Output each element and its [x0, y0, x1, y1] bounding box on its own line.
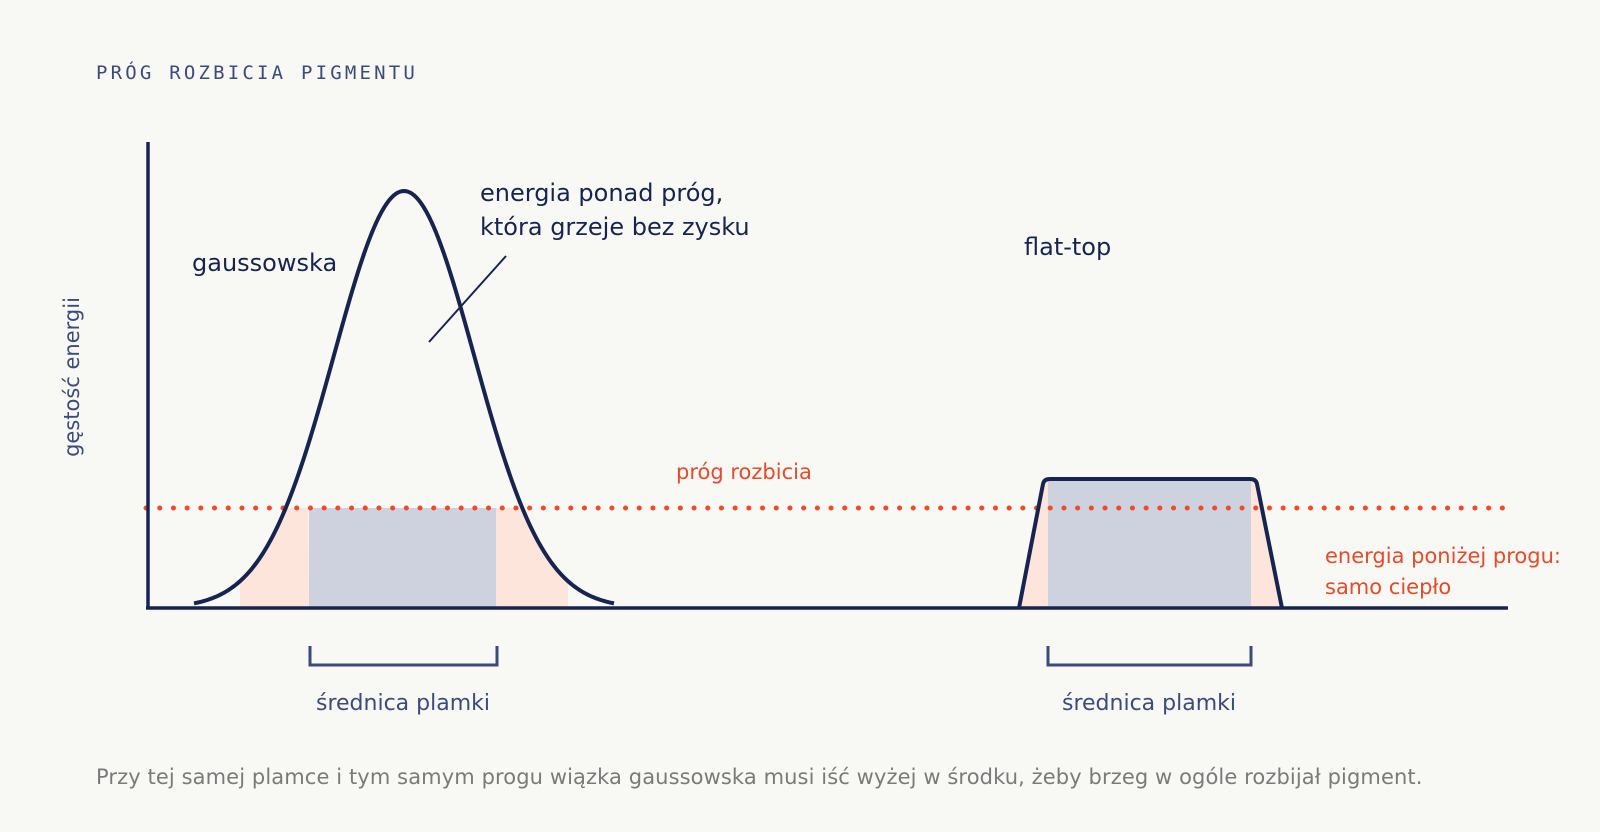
gaussian-curve	[193, 189, 615, 606]
excess-annotation-line1: energia ponad próg,	[480, 179, 723, 207]
flattop-curve	[1017, 477, 1284, 609]
flattop-useful-area	[1048, 481, 1251, 608]
diagram-title: PRÓG ROZBICIA PIGMENTU	[96, 62, 419, 84]
spot-diameter-right-label: średnica plamki	[1062, 691, 1236, 716]
spot-bracket-left	[308, 646, 499, 667]
spot-bracket-right	[1046, 646, 1253, 667]
spot-diameter-left-label: średnica plamki	[316, 691, 490, 716]
flattop-label: flat-top	[1024, 233, 1111, 261]
gaussian-useful-area	[309, 508, 496, 608]
excess-pointer-line	[428, 255, 507, 343]
gaussian-waste-area	[240, 508, 568, 608]
gaussian-label: gaussowska	[192, 249, 337, 277]
excess-annotation-line2: która grzeje bez zysku	[480, 213, 750, 241]
y-axis-label: gęstość energii	[60, 297, 84, 457]
caption: Przy tej samej plamce i tym samym progu …	[96, 765, 1423, 789]
below-threshold-line1: energia poniżej progu:	[1325, 544, 1561, 568]
threshold-label: próg rozbicia	[676, 460, 812, 484]
below-threshold-line2: samo ciepło	[1325, 575, 1451, 599]
